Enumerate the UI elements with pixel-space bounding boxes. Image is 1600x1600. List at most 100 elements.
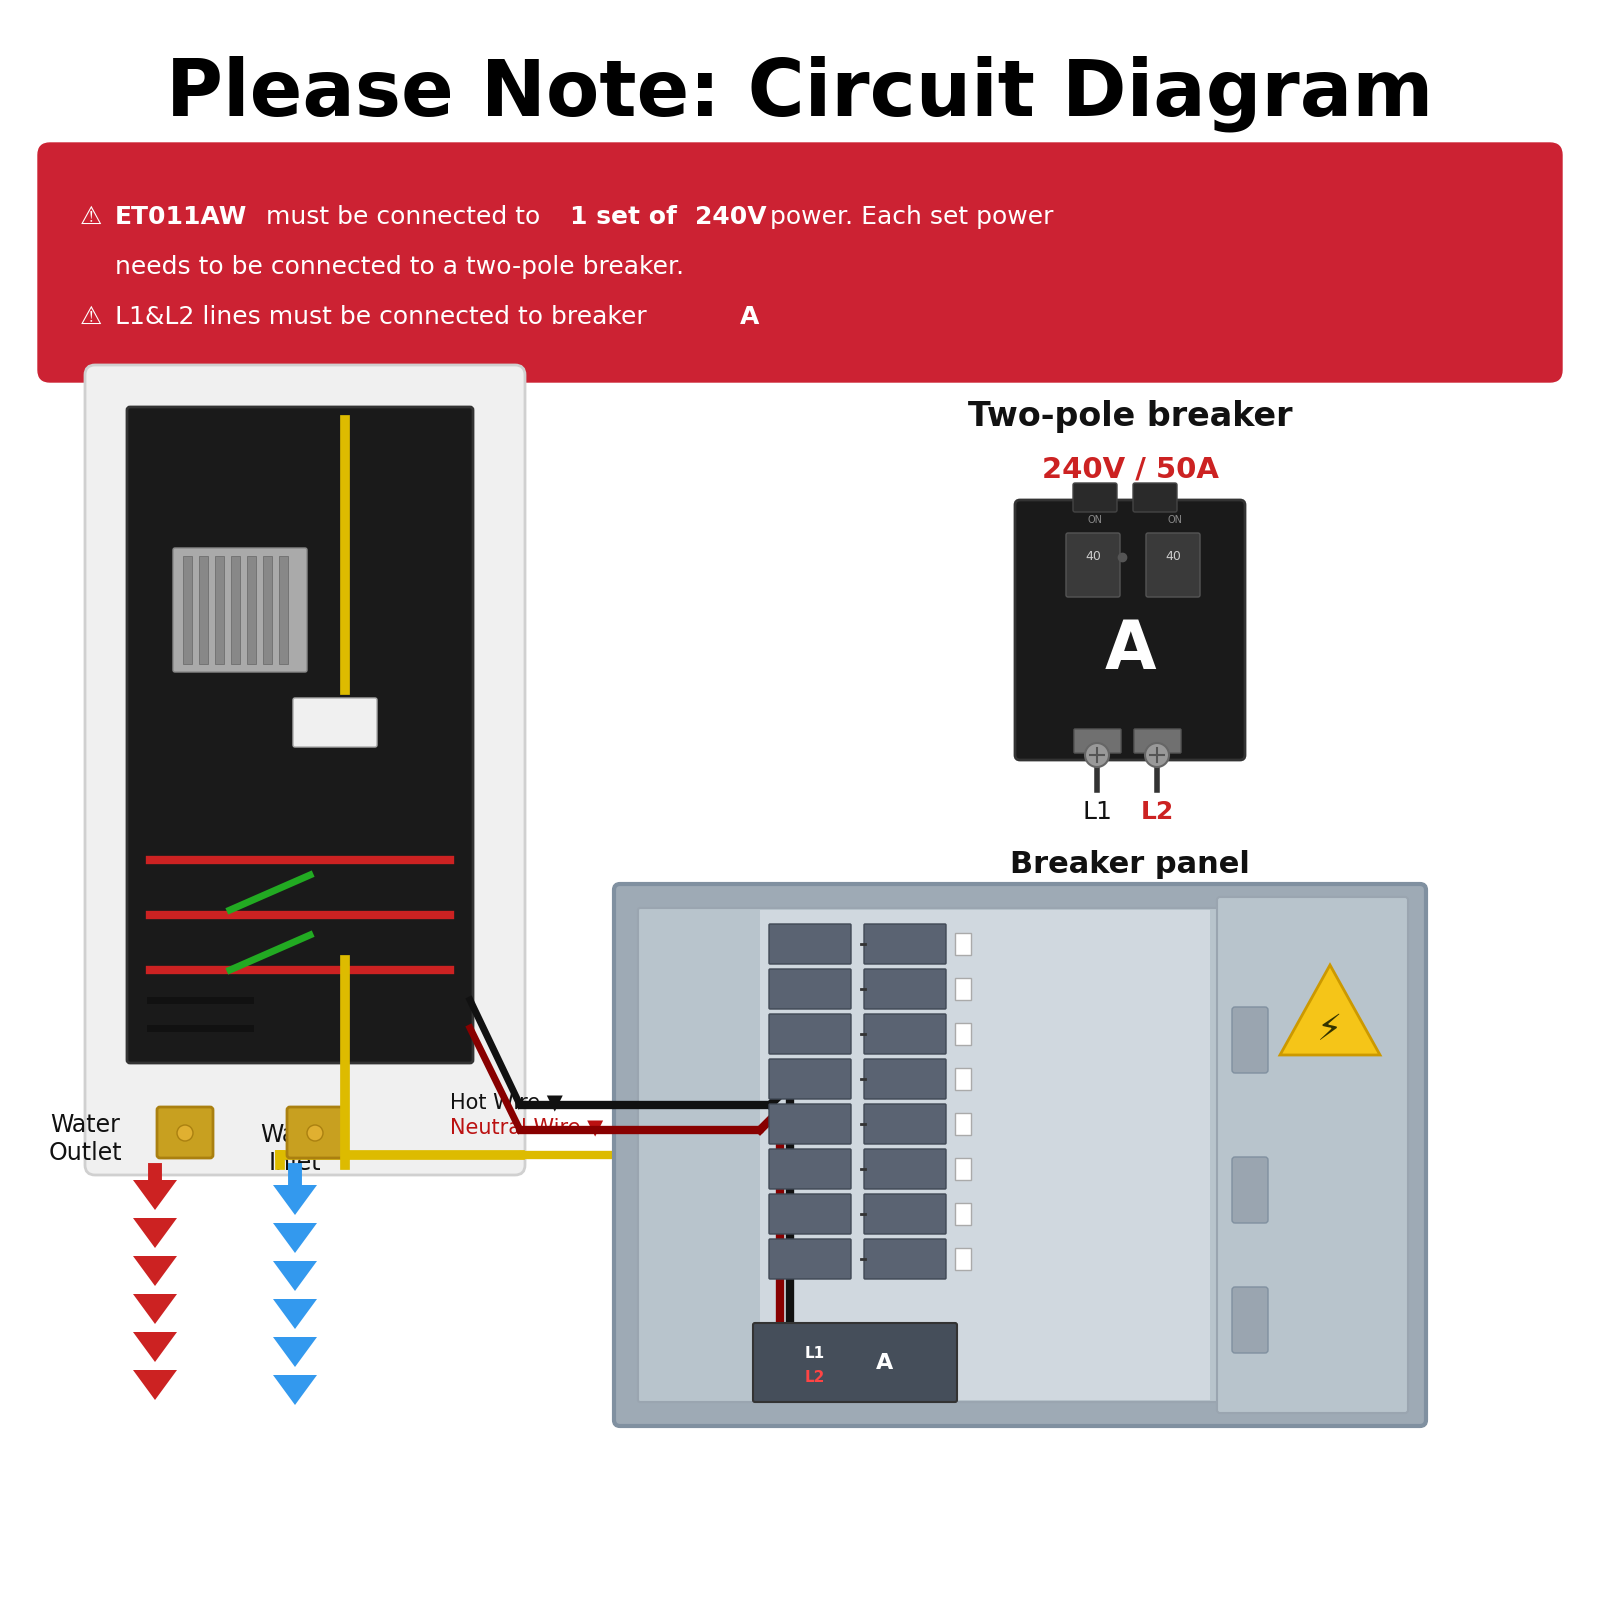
Text: A: A [877,1354,894,1373]
FancyBboxPatch shape [1218,898,1408,1413]
Text: Earth Wire ▼: Earth Wire ▼ [730,1142,862,1162]
Text: ⚠: ⚠ [80,306,102,330]
FancyBboxPatch shape [864,1104,946,1144]
Polygon shape [133,1256,178,1286]
Bar [955,978,971,1000]
FancyBboxPatch shape [770,1104,851,1144]
Bar [246,557,256,664]
FancyBboxPatch shape [1133,483,1178,512]
Bar [230,557,240,664]
FancyBboxPatch shape [1074,730,1122,754]
Polygon shape [1280,965,1379,1054]
Bar [278,557,288,664]
FancyBboxPatch shape [173,547,307,672]
Bar [955,933,971,955]
Polygon shape [133,1294,178,1325]
Text: 40: 40 [1165,550,1181,563]
Text: 240V / 50A: 240V / 50A [1042,454,1219,483]
FancyBboxPatch shape [864,1149,946,1189]
Polygon shape [274,1261,317,1291]
Text: 1 set of: 1 set of [570,205,677,229]
FancyBboxPatch shape [1074,483,1117,512]
FancyBboxPatch shape [864,1014,946,1054]
FancyBboxPatch shape [770,1238,851,1278]
Text: Hot Wire ▼: Hot Wire ▼ [450,1091,563,1112]
Polygon shape [133,1370,178,1400]
Bar [955,1114,971,1134]
Bar [955,1203,971,1226]
Bar [760,910,1210,1400]
Text: L1: L1 [1082,800,1112,824]
Polygon shape [274,1374,317,1405]
FancyBboxPatch shape [864,1194,946,1234]
Bar [198,557,208,664]
Text: ⚡: ⚡ [1317,1013,1342,1046]
Text: Neutral Wire ▼: Neutral Wire ▼ [450,1117,603,1138]
FancyBboxPatch shape [864,1059,946,1099]
FancyBboxPatch shape [770,1059,851,1099]
Text: A: A [1104,618,1155,683]
FancyBboxPatch shape [864,925,946,963]
FancyBboxPatch shape [1232,1006,1267,1074]
FancyBboxPatch shape [1134,730,1181,754]
FancyBboxPatch shape [157,1107,213,1158]
Polygon shape [274,1338,317,1366]
Polygon shape [274,1186,317,1214]
Text: A: A [739,306,760,330]
Bar [955,1158,971,1181]
Bar [214,557,224,664]
Text: power. Each set power: power. Each set power [762,205,1053,229]
Bar [262,557,272,664]
Text: L2: L2 [1141,800,1174,824]
FancyBboxPatch shape [1014,499,1245,760]
FancyBboxPatch shape [614,883,1426,1426]
Bar [955,1022,971,1045]
Text: Water
Outlet: Water Outlet [48,1114,122,1165]
Polygon shape [274,1299,317,1330]
Polygon shape [133,1331,178,1362]
Circle shape [178,1125,194,1141]
FancyBboxPatch shape [1232,1157,1267,1222]
Text: L1: L1 [805,1346,826,1360]
FancyBboxPatch shape [293,698,378,747]
FancyBboxPatch shape [770,1194,851,1234]
Text: Two-pole breaker: Two-pole breaker [968,400,1293,434]
FancyBboxPatch shape [770,1149,851,1189]
FancyBboxPatch shape [770,1014,851,1054]
Bar [955,1248,971,1270]
FancyBboxPatch shape [1066,533,1120,597]
Text: 40: 40 [1085,550,1101,563]
FancyBboxPatch shape [770,925,851,963]
FancyBboxPatch shape [770,970,851,1010]
Text: L1&L2 lines must be connected to breaker: L1&L2 lines must be connected to breaker [115,306,654,330]
FancyBboxPatch shape [1146,533,1200,597]
Text: must be connected to: must be connected to [258,205,549,229]
Polygon shape [133,1218,178,1248]
Text: needs to be connected to a two-pole breaker.: needs to be connected to a two-pole brea… [115,254,685,278]
Circle shape [1085,742,1109,766]
Circle shape [1146,742,1170,766]
Text: L2: L2 [805,1370,826,1384]
Text: ⚠: ⚠ [80,205,102,229]
Text: ET011AW: ET011AW [115,205,248,229]
FancyBboxPatch shape [286,1107,342,1158]
FancyBboxPatch shape [864,970,946,1010]
FancyBboxPatch shape [864,1238,946,1278]
Text: ON: ON [1168,515,1182,525]
FancyBboxPatch shape [1232,1286,1267,1354]
Polygon shape [274,1222,317,1253]
FancyBboxPatch shape [85,365,525,1174]
Bar [955,1069,971,1090]
Text: ON: ON [1088,515,1102,525]
Text: 240V: 240V [694,205,766,229]
Bar [182,557,192,664]
Polygon shape [133,1181,178,1210]
FancyBboxPatch shape [126,406,474,1062]
FancyBboxPatch shape [38,142,1562,382]
Text: Please Note: Circuit Diagram: Please Note: Circuit Diagram [166,54,1434,131]
Text: Water
Inlet: Water Inlet [261,1123,330,1174]
FancyBboxPatch shape [638,909,1402,1402]
FancyBboxPatch shape [754,1323,957,1402]
Circle shape [307,1125,323,1141]
Text: Breaker panel: Breaker panel [1010,850,1250,878]
